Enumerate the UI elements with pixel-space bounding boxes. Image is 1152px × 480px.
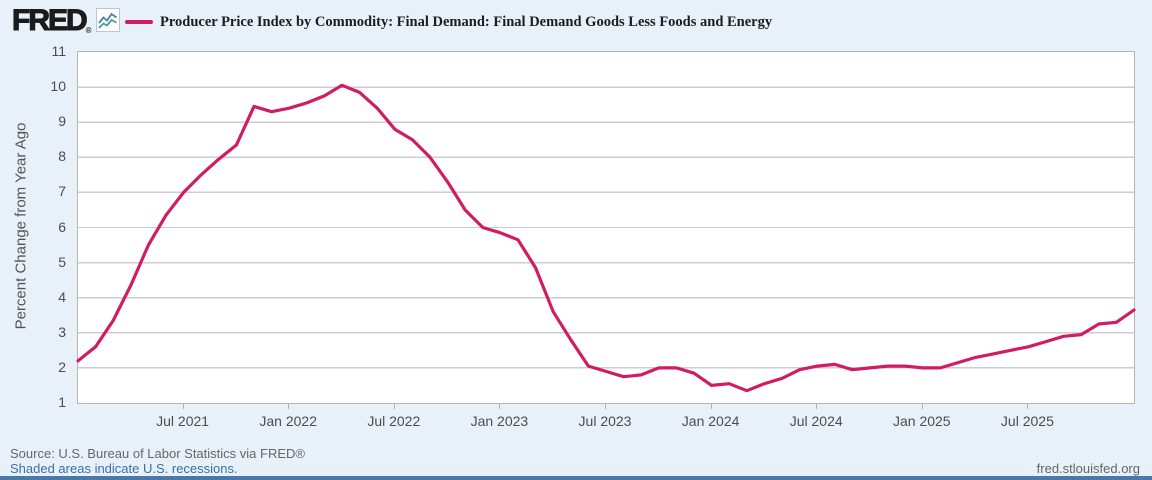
x-tick-mark [605,403,606,409]
y-tick-label: 7 [58,183,66,200]
fred-site-link[interactable]: fred.stlouisfed.org [1036,461,1140,476]
x-tick-mark [182,403,184,409]
recession-note-link[interactable]: Shaded areas indicate U.S. recessions. [10,461,238,476]
x-tick-label: Jul 2022 [367,413,421,429]
x-tick-mark [393,403,395,409]
y-tick-label: 2 [58,358,66,375]
chart-plot-svg [76,83,1136,393]
y-tick-label: 4 [58,288,66,305]
x-tick-mark [288,403,290,409]
x-tick-label: Jul 2025 [1000,413,1054,429]
y-tick-label: 11 [51,43,66,59]
bottom-accent-bar [0,476,1152,480]
y-tick-label: 8 [58,148,66,165]
x-tick-label: Jul 2023 [578,413,632,429]
registered-mark: ® [85,26,92,35]
x-tick-label: Jul 2021 [156,413,210,429]
fred-logo-text: FRED [11,4,88,37]
x-tick-mark [921,403,923,409]
y-tick-label: 3 [58,323,66,340]
x-tick-label: Jan 2023 [470,413,529,429]
x-tick-label: Jan 2024 [681,413,740,429]
y-tick-label: 1 [58,394,66,410]
series-title-link[interactable]: Producer Price Index by Commodity: Final… [160,14,773,30]
x-tick-mark [710,403,712,409]
fred-logo[interactable]: FRED® [11,4,92,37]
y-tick-label: 5 [58,253,66,270]
x-tick-label: Jan 2022 [259,413,317,429]
plot-area[interactable] [76,51,1136,404]
x-tick-label: Jan 2025 [892,413,951,429]
y-tick-label: 10 [50,78,66,95]
x-tick-mark [816,403,818,409]
fred-logo-chart-icon [96,8,120,32]
y-tick-label: 6 [58,218,66,235]
legend-line-swatch [125,20,153,24]
x-tick-mark [499,403,501,409]
ppi-series-line[interactable] [76,83,1136,393]
y-tick-label: 9 [58,113,66,130]
x-tick-label: Jul 2024 [789,413,843,429]
source-text: Source: U.S. Bureau of Labor Statistics … [10,446,305,461]
x-tick-mark [1027,403,1029,409]
